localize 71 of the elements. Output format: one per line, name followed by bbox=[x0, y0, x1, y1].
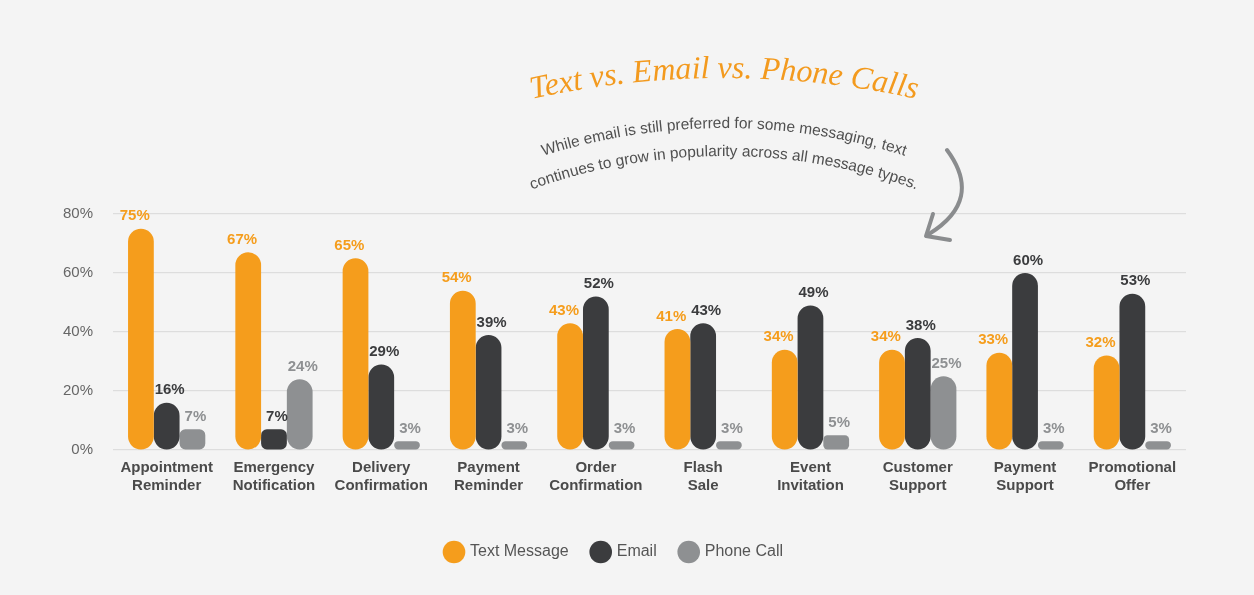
data-label: 75% bbox=[119, 206, 150, 224]
x-tick-label: Flash Sale bbox=[683, 457, 723, 494]
bar bbox=[261, 429, 287, 450]
chart-title: Text vs. Email vs. Phone Calls bbox=[525, 48, 923, 106]
data-label: 67% bbox=[227, 229, 258, 247]
x-tick-label: Promotional Offer bbox=[1088, 457, 1177, 494]
data-label: 41% bbox=[656, 306, 687, 324]
chart-subtitle: While email is still preferred for some messaging, text continues to grow in popularity across all message types. bbox=[527, 113, 921, 193]
data-label: 34% bbox=[763, 327, 794, 345]
y-tick-label: 80% bbox=[62, 204, 94, 222]
data-label: 49% bbox=[798, 283, 829, 301]
bar bbox=[342, 258, 369, 450]
bar bbox=[1093, 355, 1120, 450]
bar bbox=[557, 323, 583, 450]
x-tick-label: Emergency Notification bbox=[232, 457, 316, 494]
data-label: 65% bbox=[334, 235, 365, 253]
bar bbox=[235, 252, 262, 450]
bar bbox=[986, 352, 1013, 450]
bar bbox=[690, 323, 717, 450]
y-tick-label: 20% bbox=[62, 381, 94, 399]
data-label: 3% bbox=[721, 418, 743, 436]
data-label: 5% bbox=[828, 412, 851, 430]
data-label: 7% bbox=[184, 406, 207, 424]
y-tick-label: 40% bbox=[62, 322, 94, 340]
legend-label: Email bbox=[616, 542, 657, 560]
data-label: 60% bbox=[1013, 250, 1044, 268]
data-label: 3% bbox=[506, 418, 529, 436]
data-label: 34% bbox=[870, 327, 901, 345]
bar bbox=[823, 435, 850, 450]
x-tick-label: Order Confirmation bbox=[549, 457, 643, 494]
data-label: 7% bbox=[266, 406, 288, 424]
bar bbox=[1012, 273, 1038, 450]
data-label: 43% bbox=[691, 300, 722, 318]
data-label: 29% bbox=[369, 342, 400, 360]
bar bbox=[1119, 293, 1146, 450]
data-label: 39% bbox=[476, 312, 507, 330]
data-label: 3% bbox=[1042, 418, 1065, 436]
bar bbox=[179, 429, 206, 450]
bar bbox=[449, 290, 476, 450]
data-label: 32% bbox=[1085, 333, 1116, 351]
bar bbox=[879, 349, 905, 450]
bar bbox=[475, 334, 502, 450]
data-label: 16% bbox=[154, 380, 185, 398]
y-tick-label: 0% bbox=[71, 440, 94, 458]
data-label: 43% bbox=[548, 300, 579, 318]
data-label: 38% bbox=[905, 315, 936, 333]
x-tick-label: Customer Support bbox=[882, 457, 953, 494]
data-label: 52% bbox=[583, 274, 614, 292]
bar bbox=[128, 228, 154, 450]
data-label: 3% bbox=[1150, 418, 1172, 436]
bar bbox=[664, 329, 691, 450]
x-tick-label: Appointment Reminder bbox=[120, 457, 213, 494]
data-label: 24% bbox=[287, 356, 318, 374]
bar bbox=[771, 349, 798, 450]
data-label: 3% bbox=[613, 418, 636, 436]
data-label: 3% bbox=[399, 418, 421, 436]
x-tick-label: Event Invitation bbox=[777, 457, 844, 494]
x-tick-label: Payment Support bbox=[993, 457, 1057, 494]
legend-label: Text Message bbox=[470, 542, 569, 560]
legend-label: Phone Call bbox=[704, 542, 783, 560]
bar bbox=[368, 364, 395, 450]
data-label: 33% bbox=[978, 330, 1009, 348]
data-label: 54% bbox=[441, 268, 472, 286]
bar bbox=[582, 296, 609, 450]
x-tick-label: Payment Reminder bbox=[453, 457, 524, 494]
data-label: 53% bbox=[1120, 271, 1151, 289]
x-tick-label: Delivery Confirmation bbox=[334, 457, 428, 494]
y-tick-label: 60% bbox=[62, 263, 94, 281]
bar bbox=[904, 337, 931, 450]
bar bbox=[797, 305, 824, 450]
data-label: 25% bbox=[931, 353, 962, 371]
